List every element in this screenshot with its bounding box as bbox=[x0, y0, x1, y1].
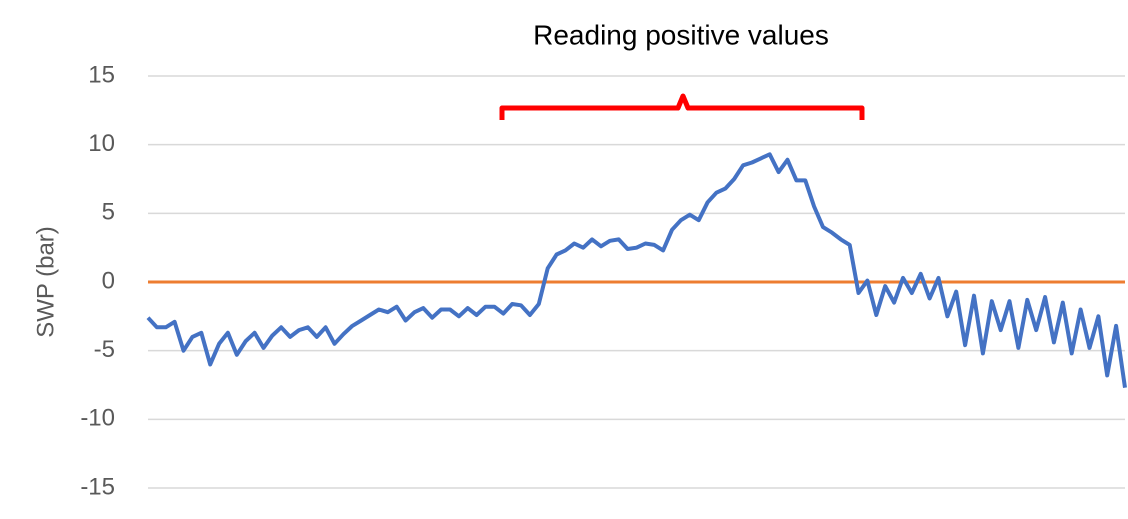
y-tick-label: 10 bbox=[88, 130, 115, 157]
y-axis-label: SWP (bar) bbox=[32, 226, 59, 338]
y-tick-label: -5 bbox=[94, 336, 115, 363]
y-tick-label: -10 bbox=[80, 405, 115, 432]
y-tick-label: 0 bbox=[102, 267, 115, 294]
annotation: Reading positive values bbox=[533, 19, 829, 50]
bracket bbox=[499, 93, 865, 120]
data-line bbox=[146, 152, 1127, 388]
y-tick-label: -15 bbox=[80, 473, 115, 500]
y-tick-label: 5 bbox=[102, 199, 115, 226]
y-tick-label: 15 bbox=[88, 61, 115, 88]
